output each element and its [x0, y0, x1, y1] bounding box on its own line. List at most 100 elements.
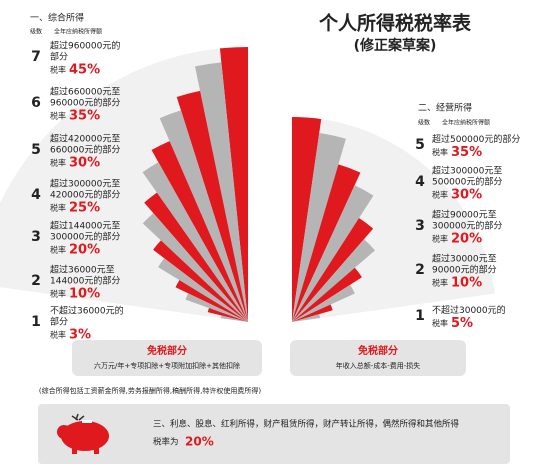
fan-red-wedge — [151, 141, 248, 322]
level-description: 超过36000元至 — [50, 264, 115, 276]
rate-value: 30% — [69, 156, 100, 171]
fan-red-wedge — [144, 192, 248, 322]
level-number: 2 — [415, 262, 425, 278]
rate-label: 税率 — [432, 147, 448, 157]
level-number: 7 — [31, 49, 41, 65]
section-heading: 二、经营所得 — [418, 102, 472, 114]
rate-value: 35% — [69, 109, 100, 124]
column-label: 级数 — [30, 28, 42, 36]
fan-gray-wedge — [142, 213, 248, 322]
level-description: 500000元的部分 — [432, 176, 502, 188]
section-heading: 一、综合所得 — [30, 12, 84, 24]
rate-value: 10% — [69, 287, 100, 302]
exempt-title: 免税部分 — [358, 344, 398, 357]
rate-value: 45% — [69, 63, 100, 78]
level-description: 超过90000元至 — [432, 209, 497, 221]
rate-label: 税率 — [432, 318, 448, 328]
fans — [0, 47, 496, 323]
rate-value: 3% — [69, 328, 91, 343]
level-description: 部分 — [50, 51, 68, 63]
level-description: 超过30000元至 — [432, 253, 497, 265]
fan-gray-wedge — [292, 185, 374, 322]
rate-label: 税率 — [432, 190, 448, 200]
rate-label: 税率 — [50, 158, 66, 168]
fan-gray-wedge — [185, 293, 248, 322]
level-number: 6 — [31, 95, 41, 111]
fan-red-wedge — [292, 164, 361, 322]
level-description: 超过300000元至 — [432, 165, 502, 177]
fan-red-wedge — [175, 280, 248, 322]
exempt-title: 免税部分 — [147, 344, 187, 357]
fan-gray-wedge — [195, 62, 248, 322]
rate-label: 税率 — [50, 65, 66, 75]
column-label: 全年应纳税所得额 — [54, 28, 102, 36]
level-description: 300000元的部分 — [50, 231, 120, 243]
level-description: 300000元的部分 — [432, 220, 502, 232]
rate-label: 税率 — [50, 289, 66, 299]
level-description: 90000元的部分 — [432, 264, 497, 276]
rate-value: 5% — [451, 316, 473, 331]
rate-value: 20% — [451, 232, 482, 247]
level-description: 超过300000元至 — [50, 178, 120, 190]
level-description: 超过660000元至 — [50, 86, 120, 98]
fan-gray-wedge — [292, 284, 355, 322]
fan-gray-wedge — [292, 314, 321, 322]
rate-label: 税率 — [432, 234, 448, 244]
rate-value: 10% — [451, 276, 482, 291]
level-description: 超过420000元至 — [50, 133, 120, 145]
exempt-text: 年收入总额-成本-费用-损失 — [336, 361, 421, 370]
level-number: 5 — [415, 137, 425, 153]
fan-red-wedge — [292, 304, 333, 322]
fan-gray-wedge — [159, 110, 248, 323]
level-description: 420000元的部分 — [50, 189, 120, 201]
fan-red-wedge — [292, 218, 374, 322]
rate-label: 税率 — [432, 278, 448, 288]
fan-red-wedge — [219, 47, 248, 322]
title: 个人所得税税率表 — [318, 12, 472, 35]
rate-label: 税率 — [50, 203, 66, 213]
level-description: 660000元的部分 — [50, 144, 120, 156]
exempt-text: 六万元/年+专项扣除+专项附加扣除+其他扣除 — [94, 361, 240, 370]
piggy-icon — [57, 413, 109, 454]
rate-label: 税率 — [50, 330, 66, 340]
other-rate-label: 税率为 — [153, 437, 179, 448]
rate-label: 税率 — [50, 245, 66, 255]
fan-red-wedge — [153, 240, 248, 322]
level-description: 不超过36000元的 — [50, 305, 124, 317]
rate-label: 税率 — [50, 111, 66, 121]
other-text: 三、利息、股息、红利所得，财产租赁所得，财产转让所得，偶然所得和其他所得 — [153, 419, 460, 430]
level-number: 2 — [31, 273, 41, 289]
level-description: 超过144000元至 — [50, 220, 120, 232]
fan-gray-wedge — [292, 132, 346, 322]
column-label: 级数 — [418, 119, 430, 127]
fan-gray-wedge — [142, 162, 248, 322]
level-description: 960000元的部分 — [50, 97, 120, 109]
fan-red-wedge — [176, 90, 248, 323]
other-rate-value: 20% — [185, 435, 214, 449]
rate-value: 35% — [451, 145, 482, 160]
rate-value: 30% — [451, 188, 482, 203]
rate-value: 20% — [69, 243, 100, 258]
level-number: 3 — [31, 229, 41, 245]
exempt-box — [72, 340, 262, 376]
level-description: 144000元的部分 — [50, 275, 120, 287]
fan-gray-wedge — [220, 315, 248, 322]
column-label: 全年应纳税所得额 — [442, 119, 490, 127]
exempt-box — [290, 340, 466, 376]
other-box — [38, 404, 510, 464]
section-note: (综合所得包括工资薪金所得,劳务报酬所得,稿酬所得,特许权使用费所得) — [39, 386, 261, 395]
level-description: 超过960000元的 — [50, 40, 120, 52]
level-description: 超过500000元的部分 — [432, 133, 520, 145]
fan-gray-wedge — [292, 239, 376, 322]
subtitle: (修正案草案) — [354, 37, 437, 54]
level-number: 1 — [415, 308, 425, 324]
fan-red-wedge — [292, 267, 362, 322]
level-number: 5 — [31, 142, 41, 158]
fan-red-wedge — [207, 308, 248, 322]
fan-red-wedge — [292, 117, 322, 322]
rate-value: 25% — [69, 201, 100, 216]
level-number: 4 — [31, 187, 41, 203]
level-number: 3 — [415, 218, 425, 234]
level-number: 4 — [415, 174, 425, 190]
